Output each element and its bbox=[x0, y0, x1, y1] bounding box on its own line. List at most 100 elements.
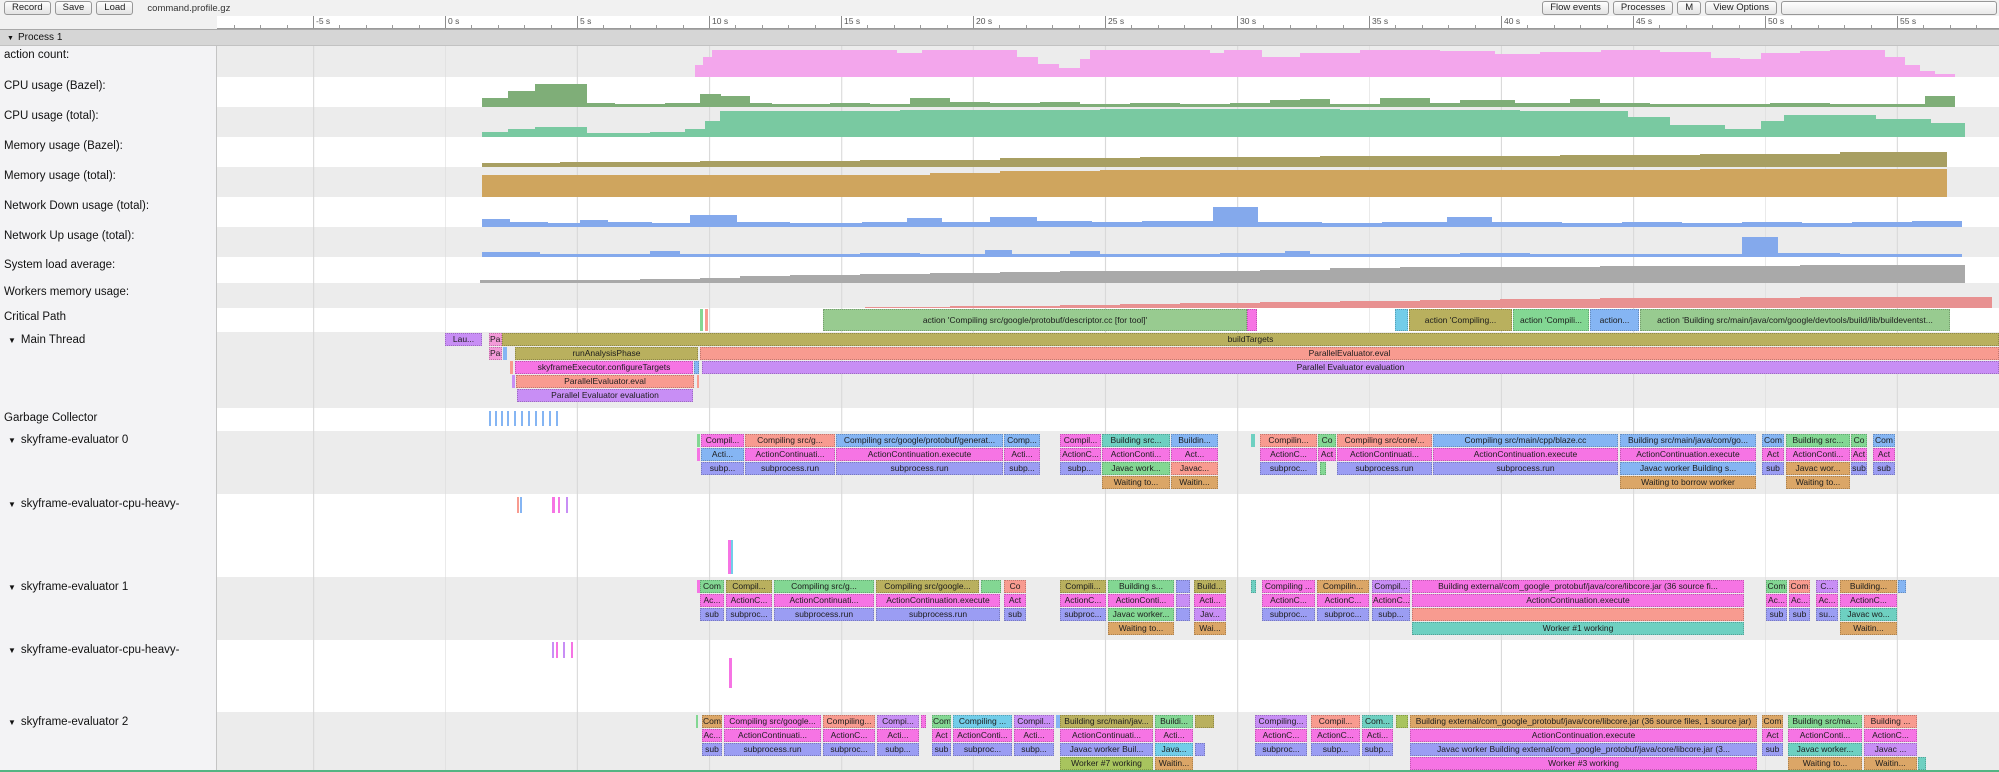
trace-tick[interactable] bbox=[558, 497, 560, 513]
trace-slice[interactable]: ActionContinuation.execute bbox=[1412, 594, 1744, 607]
trace-slice[interactable]: ActionC... bbox=[1840, 594, 1897, 607]
trace-slice[interactable]: ActionC... bbox=[726, 594, 772, 607]
trace-slice[interactable]: Worker #1 working bbox=[1412, 622, 1744, 635]
trace-slice[interactable]: Compiling ... bbox=[1262, 580, 1315, 593]
trace-slice[interactable]: Building src/ma... bbox=[1788, 715, 1862, 728]
trace-slice[interactable]: Com bbox=[1789, 580, 1810, 593]
trace-tick[interactable] bbox=[1251, 580, 1256, 593]
trace-slice[interactable]: ActionContinuati... bbox=[1060, 729, 1153, 742]
trace-tick[interactable] bbox=[705, 309, 708, 331]
trace-slice[interactable]: runAnalysisPhase bbox=[515, 347, 698, 360]
trace-slice[interactable]: Worker #7 working bbox=[1060, 757, 1153, 770]
trace-slice[interactable]: Comp... bbox=[1004, 434, 1040, 447]
trace-slice[interactable]: subp... bbox=[1004, 462, 1040, 475]
trace-slice[interactable]: ActionConti... bbox=[1786, 448, 1850, 461]
trace-slice[interactable]: ActionConti... bbox=[1108, 594, 1174, 607]
trace-slice[interactable]: Compilin... bbox=[1260, 434, 1317, 447]
trace-slice[interactable]: subp... bbox=[1362, 743, 1393, 756]
trace-slice[interactable]: Javac wo... bbox=[1840, 608, 1897, 621]
trace-slice[interactable]: Compil... bbox=[1372, 580, 1410, 593]
trace-slice[interactable]: Waiting to borrow worker bbox=[1620, 476, 1756, 489]
trace-slice[interactable]: skyframeExecutor.configureTargets bbox=[515, 361, 693, 374]
trace-slice[interactable]: subproc... bbox=[953, 743, 1012, 756]
trace-slice[interactable]: action 'Compiling src/google/protobuf/de… bbox=[823, 309, 1247, 331]
trace-slice[interactable]: Waitin... bbox=[1864, 757, 1917, 770]
trace-tick[interactable] bbox=[510, 361, 513, 374]
collapse-arrow-icon[interactable]: ▼ bbox=[8, 718, 16, 727]
trace-tick[interactable] bbox=[571, 642, 573, 658]
trace-slice[interactable]: Com bbox=[1762, 715, 1783, 728]
trace-slice[interactable]: Waitin... bbox=[1840, 622, 1897, 635]
trace-slice[interactable]: Com bbox=[702, 715, 722, 728]
trace-slice[interactable]: subproc... bbox=[1060, 608, 1106, 621]
trace-slice[interactable]: ActionContinuati... bbox=[724, 729, 821, 742]
trace-slice[interactable]: Compil... bbox=[1014, 715, 1054, 728]
trace-slice[interactable]: Com... bbox=[1362, 715, 1393, 728]
trace-slice[interactable]: Javac work... bbox=[1102, 462, 1170, 475]
trace-slice[interactable]: Javac worker Building external/com_googl… bbox=[1410, 743, 1757, 756]
trace-slice[interactable]: sub bbox=[1762, 743, 1783, 756]
trace-tick[interactable] bbox=[921, 715, 926, 728]
trace-slice[interactable]: Compiling src/g... bbox=[774, 580, 874, 593]
trace-slice[interactable]: Act bbox=[1762, 448, 1784, 461]
trace-tick[interactable] bbox=[1195, 715, 1214, 728]
trace-slice[interactable]: subproc... bbox=[726, 608, 772, 621]
trace-slice[interactable]: Worker #3 working bbox=[1410, 757, 1757, 770]
trace-slice[interactable]: Acti... bbox=[877, 729, 919, 742]
trace-tick[interactable] bbox=[1251, 434, 1255, 447]
trace-slice[interactable]: ActionC... bbox=[1317, 594, 1369, 607]
record-button[interactable]: Record bbox=[4, 1, 51, 15]
trace-tick[interactable] bbox=[552, 497, 555, 513]
trace-slice[interactable]: Com bbox=[1873, 434, 1895, 447]
trace-slice[interactable]: Par bbox=[489, 347, 502, 360]
trace-slice[interactable]: subprocess.run bbox=[836, 462, 1003, 475]
trace-slice[interactable]: action 'Compili... bbox=[1513, 309, 1589, 331]
trace-tick[interactable] bbox=[503, 347, 507, 360]
trace-slice[interactable]: subp... bbox=[1060, 462, 1101, 475]
trace-tick[interactable] bbox=[1412, 608, 1744, 621]
trace-slice[interactable]: Ac... bbox=[1789, 594, 1810, 607]
trace-slice[interactable]: subp... bbox=[701, 462, 744, 475]
trace-slice[interactable]: Parallel Evaluator evaluation bbox=[702, 361, 1999, 374]
trace-tick[interactable] bbox=[542, 411, 544, 426]
trace-slice[interactable]: ActionC... bbox=[1262, 594, 1315, 607]
tracks-area[interactable]: action 'Compiling src/google/protobuf/de… bbox=[0, 46, 1999, 772]
trace-slice[interactable]: su... bbox=[1816, 608, 1838, 621]
load-button[interactable]: Load bbox=[96, 1, 134, 15]
trace-slice[interactable]: subprocess.run bbox=[724, 743, 821, 756]
trace-slice[interactable]: action 'Building src/main/java/com/googl… bbox=[1640, 309, 1950, 331]
trace-tick[interactable] bbox=[694, 361, 699, 374]
trace-slice[interactable]: subp... bbox=[1372, 608, 1410, 621]
trace-slice[interactable]: Building s... bbox=[1108, 580, 1174, 593]
trace-slice[interactable]: sub bbox=[1851, 462, 1867, 475]
timeline-ruler[interactable]: -5 s 0 s 5 s 10 s 15 s 20 s 25 s 30 s 35 s 40 s 45… bbox=[0, 16, 1999, 29]
trace-slice[interactable]: ActionContinuati... bbox=[745, 448, 835, 461]
collapse-arrow-icon[interactable]: ▼ bbox=[7, 35, 14, 42]
trace-tick[interactable] bbox=[556, 411, 558, 426]
trace-tick[interactable] bbox=[528, 411, 530, 426]
trace-tick[interactable] bbox=[1176, 608, 1190, 621]
trace-slice[interactable]: Act bbox=[1004, 594, 1026, 607]
trace-tick[interactable] bbox=[1898, 580, 1906, 593]
trace-slice[interactable]: Buildi... bbox=[1155, 715, 1193, 728]
trace-slice[interactable]: sub bbox=[1789, 608, 1810, 621]
trace-slice[interactable]: Waiting to... bbox=[1788, 757, 1862, 770]
trace-slice[interactable]: subprocess.run bbox=[1433, 462, 1618, 475]
trace-slice[interactable]: subproc... bbox=[1255, 743, 1307, 756]
trace-slice[interactable]: ActionC... bbox=[1372, 594, 1410, 607]
metadata-button[interactable]: M bbox=[1677, 1, 1702, 15]
trace-slice[interactable]: sub bbox=[702, 743, 722, 756]
trace-slice[interactable]: ActionConti... bbox=[1102, 448, 1170, 461]
process-header[interactable]: ▼ Process 1 bbox=[0, 29, 1999, 46]
trace-slice[interactable]: Compiling src/google... bbox=[876, 580, 979, 593]
collapse-arrow-icon[interactable]: ▼ bbox=[8, 646, 16, 655]
trace-slice[interactable]: sub bbox=[1004, 608, 1026, 621]
flow-events-button[interactable]: Flow events bbox=[1542, 1, 1609, 15]
trace-slice[interactable]: Compil... bbox=[1311, 715, 1360, 728]
trace-tick[interactable] bbox=[729, 658, 732, 688]
trace-tick[interactable] bbox=[507, 411, 509, 426]
trace-slice[interactable]: ActionContinuation.execute bbox=[836, 448, 1003, 461]
trace-slice[interactable]: Wai... bbox=[1194, 622, 1226, 635]
trace-tick[interactable] bbox=[566, 497, 568, 513]
trace-slice[interactable]: Acti... bbox=[1004, 448, 1040, 461]
